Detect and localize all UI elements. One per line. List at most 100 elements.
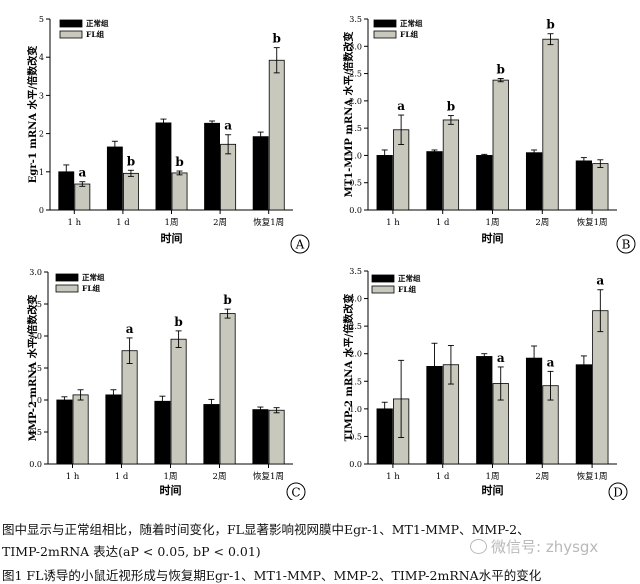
panel-b-y-tick-label: 3.5 <box>349 15 362 24</box>
panel-a-significance-label: b <box>127 154 135 168</box>
panel-d-x-tick-label: 1周 <box>486 472 500 482</box>
panel-d-letter-badge <box>608 482 628 500</box>
watermark-text: 微信号: zhysgx <box>491 538 599 556</box>
panel-a-y-tick-label: 4 <box>39 53 44 62</box>
panel-c-bar-normal <box>154 400 171 465</box>
panel-b-letter: B <box>622 238 631 252</box>
watermark: 微信号: zhysgx <box>470 536 598 557</box>
panel-c-bar-fl <box>219 313 236 465</box>
panel-a-bar-fl <box>123 172 139 211</box>
panel-a-x-tick-label: 1周 <box>165 218 179 228</box>
panel-a-bar-fl <box>74 183 91 211</box>
wechat-icon <box>470 539 487 554</box>
panel-d-y-axis-label: TIMP-2 mRNA 水平/倍数改变 <box>342 294 355 442</box>
panel-a-y-tick-label: 1 <box>39 168 44 177</box>
panel-d-y-tick-label: 0.0 <box>349 460 362 469</box>
panel-c-significance-label: a <box>126 322 134 336</box>
panel-c-y-tick-label: 1.5 <box>29 364 42 373</box>
panel-c-bar-normal <box>203 404 220 465</box>
panel-a-bar-fl <box>268 59 285 211</box>
panel-c-y-tick-label: 0.5 <box>29 428 42 437</box>
panel-d-x-tick-label: 2周 <box>535 472 549 482</box>
panel-b-significance-label: a <box>397 99 405 113</box>
panel-d-bar-normal <box>525 357 543 465</box>
panel-d-legend-label: 正常组 <box>398 273 421 283</box>
panel-b-legend-label: FL组 <box>400 29 419 39</box>
panel-c-x-tick-label: 恢复1周 <box>253 471 284 482</box>
panel-b-y-tick-label: 2.0 <box>349 97 362 106</box>
panel-c-y-tick-label: 1.0 <box>29 396 42 405</box>
panel-d-legend-swatch <box>371 285 395 294</box>
panel-d-y-tick-label: 3.0 <box>349 295 362 304</box>
caption-line-2: TIMP-2mRNA 表达(aP < 0.05, bP < 0.01) <box>2 544 261 559</box>
panel-c-x-tick-label: 1 d <box>115 472 129 482</box>
panel-d-legend-swatch <box>371 274 395 283</box>
panel-c-bar-fl <box>170 338 187 465</box>
panel-b-bar-normal <box>376 155 393 211</box>
panel-a-significance-label: b <box>175 155 183 169</box>
panel-a-letter-badge <box>290 234 310 254</box>
panel-b-significance-label: b <box>447 100 455 114</box>
panel-a-letter: A <box>295 238 305 252</box>
panel-b-y-tick-label: 1.0 <box>349 151 362 160</box>
panel-c-letter-badge <box>286 482 306 500</box>
panel-b-bar-fl <box>592 163 609 211</box>
panel-b-y-tick-label: 0.5 <box>349 179 362 188</box>
panel-c-legend-swatch <box>55 284 79 293</box>
panel-b-significance-label: b <box>546 18 554 32</box>
panel-d-x-tick-label: 1 h <box>386 472 400 482</box>
panel-c-bar-normal <box>252 409 269 465</box>
panel-d-y-tick-label: 2.0 <box>349 350 362 359</box>
panel-c-y-tick-label: 3.0 <box>29 268 42 277</box>
panel-c-legend-label: 正常组 <box>82 272 105 282</box>
panel-a-x-tick-label: 1 h <box>68 218 82 228</box>
panel-c-y-tick-label: 2.5 <box>29 300 42 309</box>
panel-c-x-tick-label: 1 h <box>66 472 80 482</box>
panel-c-significance-label: b <box>223 293 231 307</box>
panel-a-y-axis-label: Egr-1 mRNA 水平/倍数改变 <box>26 46 39 183</box>
panel-c-y-tick-label: 2.0 <box>29 332 42 341</box>
panel-c-legend-swatch <box>55 273 79 282</box>
panel-b-bar-normal <box>426 151 443 211</box>
panel-c-legend-label: FL组 <box>82 283 101 293</box>
panel-a-legend-label: FL组 <box>86 29 105 39</box>
panel-d-bar-normal <box>476 356 493 465</box>
panel-a-x-tick-label: 1 d <box>116 218 130 228</box>
panel-c-y-axis-label: MMP-2 mRNA 水平/倍数改变 <box>26 295 39 442</box>
panel-b-y-tick-label: 2.5 <box>349 70 362 79</box>
panel-c-x-axis-label: 时间 <box>160 483 182 497</box>
panel-c-x-tick-label: 2周 <box>213 472 227 482</box>
panel-b-bar-normal <box>525 152 543 211</box>
panel-b-x-tick-label: 1 h <box>386 218 400 228</box>
panel-a-x-tick-label: 2周 <box>213 218 227 228</box>
panel-d-y-tick-label: 0.5 <box>349 432 362 441</box>
panel-b-legend-swatch <box>373 30 397 39</box>
panel-d-y-tick-label: 1.5 <box>349 377 362 386</box>
panel-d-x-tick-label: 1 d <box>436 472 450 482</box>
panel-a-x-axis-label: 时间 <box>161 231 183 245</box>
caption-line-1: 图中显示与正常组相比，随着时间变化，FL显著影响视网膜中Egr-1、MT1-MM… <box>2 522 530 537</box>
panel-b-y-tick-label: 3.0 <box>349 42 362 51</box>
panel-c-bar-fl <box>268 409 285 465</box>
panel-d-significance-label: a <box>596 274 604 288</box>
panel-a-legend-label: 正常组 <box>86 18 109 28</box>
panel-a-bar-fl <box>171 172 188 211</box>
panel-b-bar-normal <box>476 155 493 211</box>
panel-a-y-tick-label: 5 <box>39 15 44 24</box>
panel-b-y-axis-label: MT1-MMP mRNA 水平/倍数改变 <box>342 32 355 198</box>
panel-d-bar-fl <box>592 310 609 465</box>
panel-b-x-tick-label: 2周 <box>535 218 549 228</box>
panel-d-x-tick-label: 恢复1周 <box>577 471 608 482</box>
panel-a-bar-normal <box>204 122 220 211</box>
panel-d-letter: D <box>613 486 623 500</box>
panel-c-bar-normal <box>56 399 73 465</box>
panel-b-y-tick-label: 0.0 <box>349 206 362 215</box>
panel-d-bar-normal <box>575 364 592 465</box>
panel-c-bar-fl <box>72 394 89 465</box>
panel-c-letter: C <box>291 486 300 500</box>
panel-d-y-tick-label: 1.0 <box>349 405 362 414</box>
panel-d-significance-label: a <box>547 355 555 369</box>
panel-b-x-tick-label: 1周 <box>486 218 500 228</box>
panel-b-bar-fl <box>442 119 460 211</box>
panel-a-legend-swatch <box>59 19 83 28</box>
